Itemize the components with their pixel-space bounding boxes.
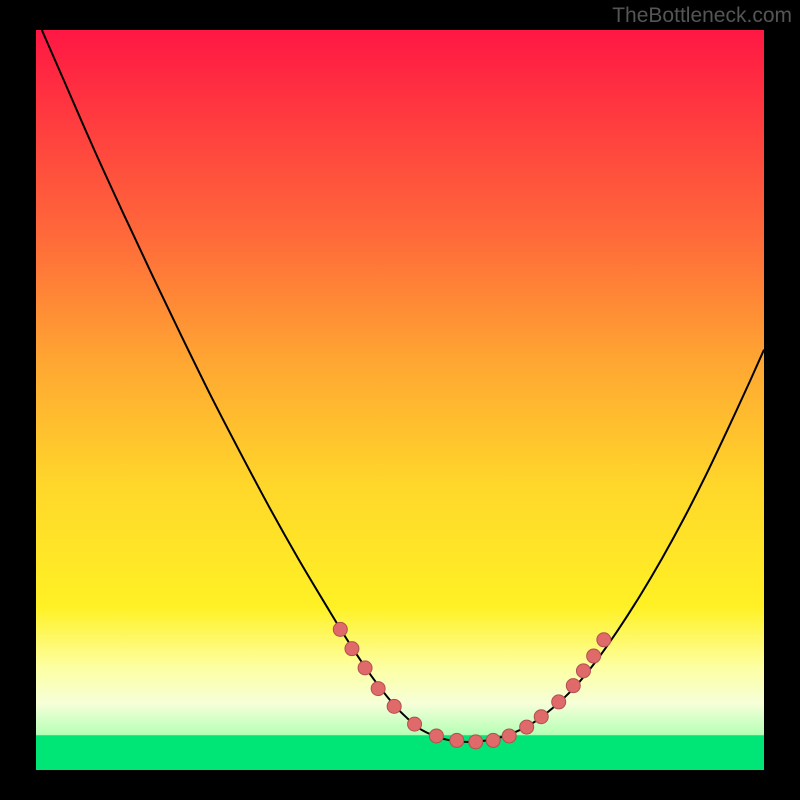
curve-marker xyxy=(408,717,422,731)
chart-background xyxy=(36,30,764,770)
chart-bottom-band xyxy=(36,735,764,770)
curve-marker xyxy=(552,695,566,709)
curve-marker xyxy=(566,679,580,693)
curve-marker xyxy=(358,661,372,675)
curve-marker xyxy=(486,733,500,747)
curve-marker xyxy=(345,642,359,656)
chart-plot-area xyxy=(36,30,764,770)
curve-marker xyxy=(371,682,385,696)
curve-marker xyxy=(597,633,611,647)
watermark-text: TheBottleneck.com xyxy=(612,4,792,28)
curve-marker xyxy=(534,710,548,724)
chart-svg xyxy=(36,30,764,770)
curve-marker xyxy=(576,664,590,678)
curve-marker xyxy=(587,649,601,663)
curve-marker xyxy=(333,622,347,636)
curve-marker xyxy=(429,729,443,743)
curve-marker xyxy=(387,699,401,713)
curve-marker xyxy=(502,729,516,743)
curve-marker xyxy=(450,733,464,747)
curve-marker xyxy=(520,720,534,734)
curve-marker xyxy=(469,735,483,749)
